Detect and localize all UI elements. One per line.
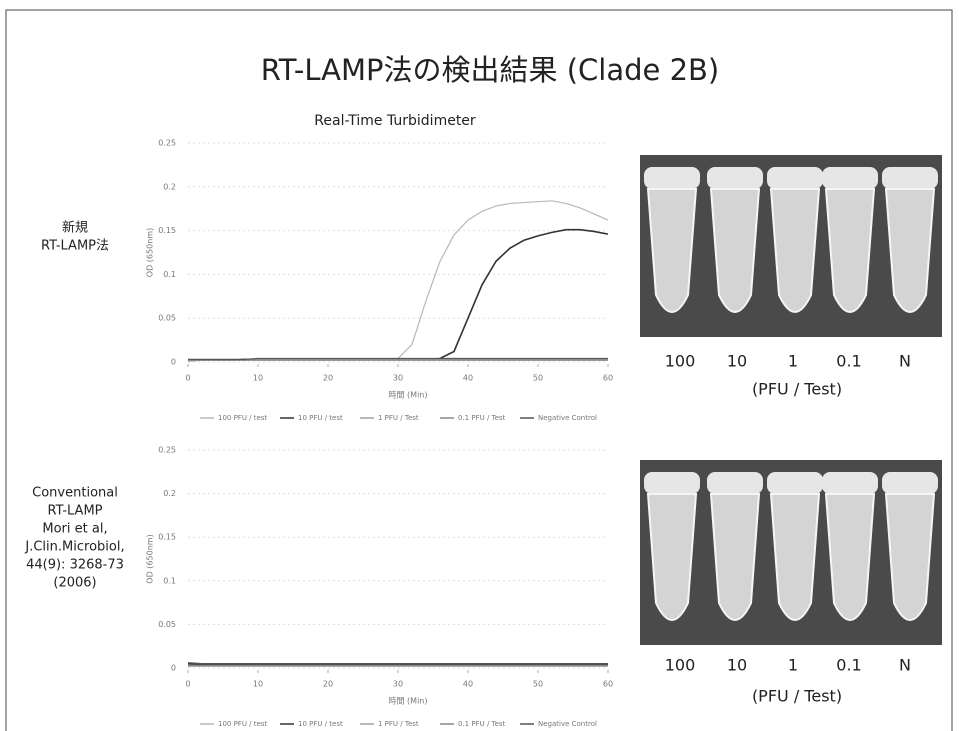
legend-label: Negative Control [538, 720, 597, 728]
row-label: 新規 [62, 220, 88, 236]
legend-label: 100 PFU / test [218, 720, 267, 728]
x-tick-label: 50 [533, 374, 543, 383]
tube-label: N [899, 656, 911, 675]
tube-label: 0.1 [836, 352, 861, 371]
y-tick-label: 0.25 [158, 139, 176, 148]
series-line [187, 358, 608, 362]
x-tick-label: 40 [463, 680, 473, 689]
x-tick-label: 20 [323, 374, 333, 383]
tube-cap [767, 167, 823, 189]
series-line [188, 200, 609, 361]
y-tick-label: 0.1 [163, 576, 176, 585]
series-line [187, 662, 608, 665]
legend-label: Negative Control [538, 414, 597, 422]
slide-title: RT-LAMP法の検出結果 (Clade 2B) [261, 53, 719, 87]
legend-label: 1 PFU / Test [378, 720, 419, 728]
x-tick-label: 0 [185, 680, 190, 689]
tube [646, 188, 698, 313]
x-tick-label: 20 [323, 680, 333, 689]
x-axis-label: 時間 (Min) [389, 391, 428, 400]
row-label: RT-LAMP [47, 504, 102, 519]
row-label: Conventional [32, 486, 118, 501]
tube-cap [707, 472, 763, 494]
tube-label: 10 [727, 656, 747, 675]
tube-cap [822, 472, 878, 494]
tube-cap [644, 167, 700, 189]
y-axis-label: OD (650nm) [146, 228, 155, 277]
y-tick-label: 0.2 [163, 182, 176, 191]
x-tick-label: 10 [253, 374, 263, 383]
photo-caption: (PFU / Test) [752, 687, 842, 706]
series-line [188, 228, 609, 362]
tube [884, 493, 936, 621]
x-tick-label: 30 [393, 680, 403, 689]
y-tick-label: 0.1 [163, 270, 176, 279]
tube-cap [882, 472, 938, 494]
series-line [188, 357, 608, 360]
tube [824, 493, 876, 621]
x-tick-label: 0 [185, 374, 190, 383]
tube-label: 1 [788, 656, 798, 675]
y-tick-label: 0.15 [158, 226, 176, 235]
y-tick-label: 0.05 [158, 620, 176, 629]
x-tick-label: 40 [463, 374, 473, 383]
tube-label: 100 [665, 352, 696, 371]
x-tick-label: 60 [603, 374, 613, 383]
y-tick-label: 0.15 [158, 533, 176, 542]
tube-cap [882, 167, 938, 189]
x-axis-label: 時間 (Min) [389, 697, 428, 706]
slide-border [5, 9, 953, 731]
tube [824, 188, 876, 313]
legend-label: 10 PFU / test [298, 720, 343, 728]
tube [769, 188, 821, 313]
row-label: J.Clin.Microbiol, [24, 540, 124, 555]
legend-label: 1 PFU / Test [378, 414, 419, 422]
legend-label: 100 PFU / test [218, 414, 267, 422]
tube [709, 188, 761, 313]
x-tick-label: 50 [533, 680, 543, 689]
row-label: (2006) [53, 576, 96, 591]
tube-cap [822, 167, 878, 189]
y-tick-label: 0.25 [158, 446, 176, 455]
series-line [187, 662, 608, 666]
tube-cap [707, 167, 763, 189]
y-tick-label: 0 [171, 664, 176, 673]
tube [884, 188, 936, 313]
y-tick-label: 0.05 [158, 314, 176, 323]
y-tick-label: 0.2 [163, 489, 176, 498]
legend-label: 0.1 PFU / Test [458, 720, 506, 728]
row-label: 44(9): 3268-73 [26, 558, 124, 573]
x-tick-label: 30 [393, 374, 403, 383]
tube-label: 0.1 [836, 656, 861, 675]
x-tick-label: 10 [253, 680, 263, 689]
y-axis-label: OD (650nm) [146, 534, 155, 583]
tube-label: N [899, 352, 911, 371]
chart-title: Real-Time Turbidimeter [314, 113, 476, 129]
tube-cap [767, 472, 823, 494]
tube-label: 100 [665, 656, 696, 675]
legend-label: 10 PFU / test [298, 414, 343, 422]
y-tick-label: 0 [171, 358, 176, 367]
tube-cap [644, 472, 700, 494]
row-label: Mori et al, [42, 522, 107, 537]
tube [646, 493, 698, 621]
tube [709, 493, 761, 621]
row-label: RT-LAMP法 [41, 239, 109, 254]
tube-label: 10 [727, 352, 747, 371]
x-tick-label: 60 [603, 680, 613, 689]
tube-label: 1 [788, 352, 798, 371]
tube [769, 493, 821, 621]
photo-caption: (PFU / Test) [752, 380, 842, 399]
legend-label: 0.1 PFU / Test [458, 414, 506, 422]
